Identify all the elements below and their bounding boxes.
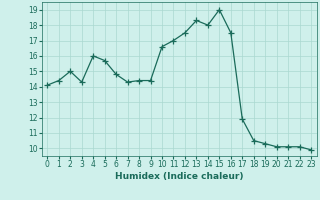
X-axis label: Humidex (Indice chaleur): Humidex (Indice chaleur) [115, 172, 244, 181]
